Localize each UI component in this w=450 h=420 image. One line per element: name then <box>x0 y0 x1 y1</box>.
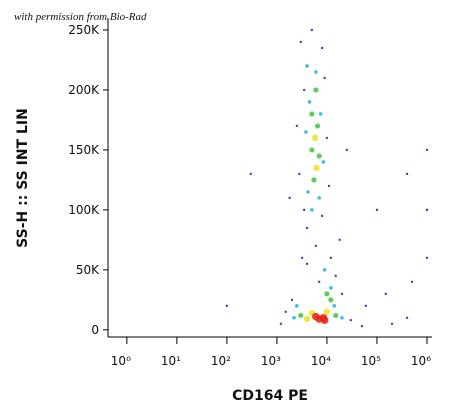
point <box>313 87 319 93</box>
point <box>302 88 306 92</box>
annotation: with permission from Bio-Rad <box>14 11 147 23</box>
point <box>410 280 414 284</box>
point <box>305 64 309 68</box>
x-tick-label: 10⁰ <box>111 354 131 368</box>
point <box>298 172 301 176</box>
point <box>307 100 312 104</box>
point <box>375 208 379 212</box>
y-axis-label: SS-H :: SS INT LIN <box>15 108 31 248</box>
point <box>295 124 299 128</box>
point <box>425 208 429 212</box>
point <box>299 40 302 44</box>
point <box>384 292 387 296</box>
x-axis-label: CD164 PE <box>232 388 308 404</box>
point <box>317 196 321 200</box>
y-tick-label: 100K <box>68 203 100 217</box>
point <box>323 308 331 316</box>
point <box>321 160 326 164</box>
x-tick-label: 10² <box>211 354 231 368</box>
point <box>300 256 304 260</box>
point <box>390 322 394 326</box>
point <box>305 226 309 230</box>
point <box>304 130 308 134</box>
point <box>288 196 291 200</box>
y-tick-label: 0 <box>91 323 99 337</box>
point <box>327 184 331 188</box>
point <box>405 172 409 176</box>
point <box>332 304 337 308</box>
point <box>314 123 321 129</box>
point <box>316 153 322 159</box>
point <box>340 316 344 320</box>
point <box>360 325 364 328</box>
point <box>305 262 309 266</box>
point <box>323 76 326 80</box>
point <box>425 148 429 152</box>
point <box>314 70 318 74</box>
point <box>303 315 311 323</box>
point <box>284 310 287 314</box>
point <box>334 274 337 278</box>
point <box>325 136 329 140</box>
point <box>310 208 314 212</box>
point <box>320 46 324 50</box>
y-tick-label: 50K <box>76 263 100 277</box>
point <box>329 256 333 260</box>
point <box>249 172 252 176</box>
point <box>290 298 294 302</box>
point <box>320 214 324 218</box>
point <box>345 148 349 152</box>
point <box>306 190 310 194</box>
point <box>311 134 319 142</box>
point <box>311 177 317 183</box>
point <box>298 312 304 319</box>
point <box>313 164 320 172</box>
point <box>312 312 320 321</box>
point <box>295 304 299 308</box>
point <box>225 304 229 308</box>
point <box>405 316 409 320</box>
x-tick-label: 10⁶ <box>411 354 431 368</box>
point <box>320 316 329 325</box>
point <box>349 319 353 322</box>
point <box>328 297 334 303</box>
point <box>310 28 314 32</box>
x-tick-label: 10³ <box>261 354 281 368</box>
point <box>333 312 339 319</box>
x-tick-label: 10⁴ <box>311 354 331 368</box>
point <box>314 244 318 248</box>
point <box>324 291 330 297</box>
point <box>309 147 315 153</box>
point <box>338 238 341 242</box>
y-tick-label: 200K <box>68 83 100 97</box>
y-tick-label: 250K <box>68 23 100 37</box>
x-tick-label: 10⁵ <box>361 354 381 368</box>
point <box>318 112 323 116</box>
point <box>340 292 344 296</box>
y-tick-label: 150K <box>68 143 100 157</box>
point <box>364 304 368 308</box>
point <box>292 316 296 320</box>
point <box>309 111 315 117</box>
point <box>279 322 283 326</box>
x-tick-label: 10¹ <box>161 354 181 368</box>
point <box>425 256 429 260</box>
point <box>302 208 306 212</box>
point <box>322 268 327 272</box>
point <box>329 286 333 290</box>
point <box>317 280 321 284</box>
